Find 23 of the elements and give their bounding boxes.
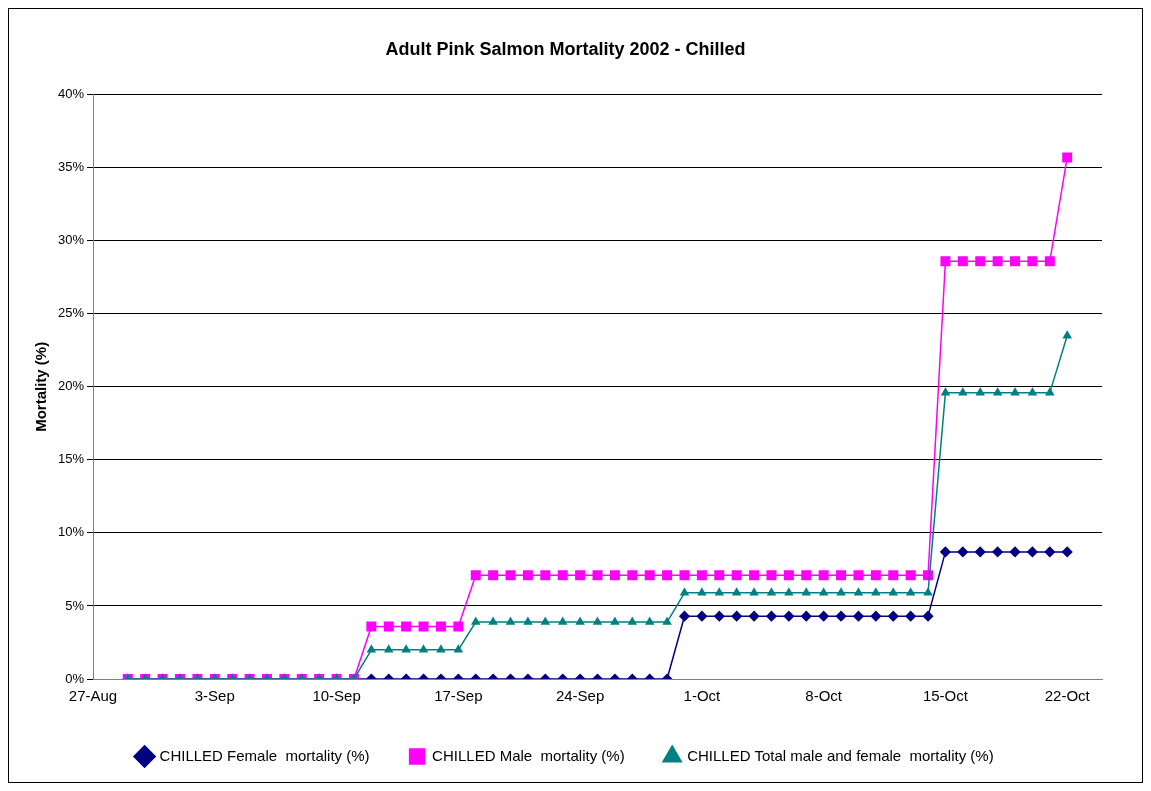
x-tick-label: 1-Oct [683,687,722,705]
x-tick-label: 10-Sep [312,687,361,705]
x-tick-label: 15-Oct [922,687,969,705]
x-tick-label: 24-Sep [555,687,605,705]
y-tick-label: 25% [57,305,85,321]
y-tick-label: 0% [65,670,85,686]
x-tick-label: 22-Oct [1044,687,1091,705]
x-tick-label: 27-Aug [68,687,118,705]
y-tick-label: 15% [57,451,85,467]
x-tick-label: 8-Oct [805,687,843,705]
y-tick-label: 35% [57,159,85,175]
y-tick-label: 10% [57,524,85,540]
y-axis-title: Mortality (%) [32,341,50,432]
legend-label: CHILLED Female mortality (%) [159,746,370,764]
x-tick-label: 3-Sep [194,687,235,705]
y-tick-label: 40% [57,86,85,102]
y-tick-label: 20% [57,378,85,394]
y-tick-label: 30% [57,232,85,248]
x-tick-label: 17-Sep [434,687,483,705]
legend-label: CHILLED Male mortality (%) [432,746,625,764]
legend-label: CHILLED Total male and female mortality (%) [687,746,994,764]
y-tick-label: 5% [65,597,85,613]
chart-title: Adult Pink Salmon Mortality 2002 - Chilled [385,38,746,59]
